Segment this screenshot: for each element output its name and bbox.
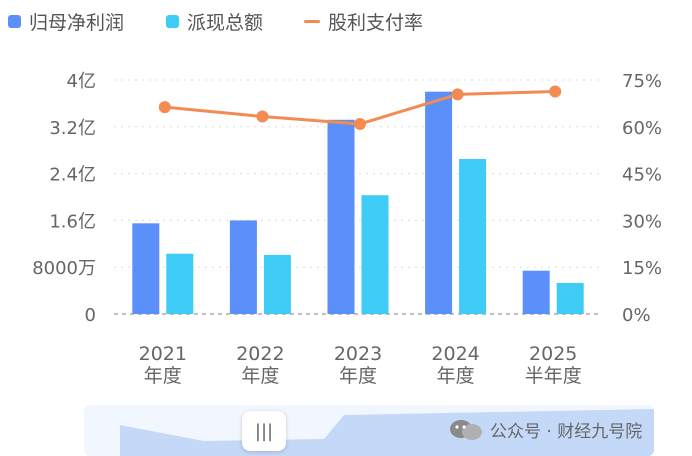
payout-ratio-point <box>256 110 269 123</box>
payout-ratio-point <box>451 88 464 101</box>
watermark-text: 公众号 · 财经九号院 <box>490 422 643 442</box>
right-axis-tick-label: 15% <box>622 258 662 279</box>
category-label: 年度 <box>241 365 279 387</box>
legend-item-cash-dividend[interactable]: 派现总额 <box>166 8 263 35</box>
legend-label: 派现总额 <box>187 12 264 34</box>
category-label: 年度 <box>144 365 182 387</box>
category-label: 2023 <box>334 343 382 365</box>
payout-ratio-point <box>549 85 562 98</box>
left-axis-tick-label: 1.6亿 <box>49 211 96 232</box>
category-label: 2025 <box>529 343 577 365</box>
category-label: 2021 <box>139 343 187 365</box>
right-axis-tick-label: 60% <box>622 118 662 139</box>
right-axis-tick-label: 0% <box>622 305 651 326</box>
right-axis-tick-label: 75% <box>622 71 662 92</box>
category-label: 年度 <box>437 365 475 387</box>
bar-cash-dividend <box>459 158 487 314</box>
category-label: 2024 <box>431 343 479 365</box>
legend: 归母净利润 派现总额 股利支付率 <box>0 0 692 48</box>
left-axis-tick-label: 0 <box>85 305 96 326</box>
legend-label: 股利支付率 <box>328 12 424 34</box>
bar-net-profit <box>327 119 355 314</box>
right-axis-tick-label: 45% <box>622 165 662 186</box>
legend-item-payout-ratio[interactable]: 股利支付率 <box>304 8 423 35</box>
legend-swatch-payout-ratio <box>304 20 320 23</box>
left-axis-tick-label: 4亿 <box>67 71 96 92</box>
slider-handle[interactable]: ||| <box>242 411 286 451</box>
left-axis-tick-label: 8000万 <box>32 258 96 279</box>
left-axis-tick-label: 3.2亿 <box>49 118 96 139</box>
legend-item-net-profit[interactable]: 归母净利润 <box>8 8 124 35</box>
bar-net-profit <box>522 270 550 314</box>
bar-cash-dividend <box>166 253 194 314</box>
payout-ratio-point <box>158 101 171 114</box>
data-zoom-slider[interactable]: ||| <box>84 405 654 456</box>
right-axis-tick-label: 30% <box>622 211 662 232</box>
combo-chart: 0 8000万 1.6亿 2.4亿 3.2亿 4亿 0% 15% 30% 45% 60% 75% 202… <box>32 71 662 387</box>
bar-net-profit <box>132 223 160 314</box>
bar-cash-dividend <box>263 254 291 314</box>
watermark: 公众号 · 财经九号院 <box>448 417 642 442</box>
category-label: 2022 <box>236 343 284 365</box>
category-label: 半年度 <box>525 365 582 387</box>
bar-cash-dividend <box>361 195 389 314</box>
payout-ratio-point <box>354 117 366 130</box>
legend-swatch-cash-dividend <box>166 15 179 28</box>
bar-cash-dividend <box>556 282 584 314</box>
bar-net-profit <box>425 91 453 314</box>
left-axis-tick-label: 2.4亿 <box>49 165 96 186</box>
category-label: 年度 <box>339 365 377 387</box>
wechat-icon <box>450 419 482 440</box>
legend-label: 归母净利润 <box>29 12 125 34</box>
grip-icon: ||| <box>254 420 274 442</box>
legend-swatch-net-profit <box>8 15 21 28</box>
bar-net-profit <box>229 220 257 314</box>
